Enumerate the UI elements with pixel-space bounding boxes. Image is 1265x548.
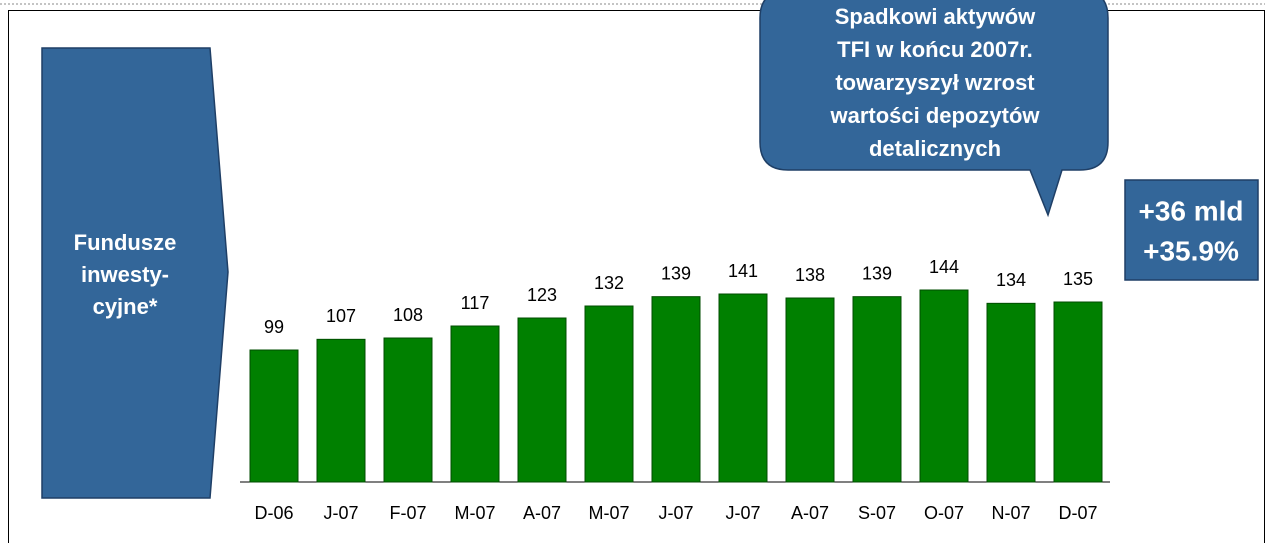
bar	[1053, 301, 1103, 483]
value-label: 135	[1063, 269, 1093, 289]
x-tick-label: N-07	[991, 503, 1030, 523]
callout-bubble	[759, 0, 1109, 218]
side-label: cyjne*	[93, 294, 158, 319]
value-label: 99	[264, 317, 284, 337]
value-label: 123	[527, 285, 557, 305]
summary-box	[1124, 179, 1259, 281]
x-tick-label: A-07	[791, 503, 829, 523]
callout-text: wartości depozytów	[829, 103, 1040, 128]
bar	[852, 296, 902, 483]
callout-text: TFI w końcu 2007r.	[837, 37, 1033, 62]
bar	[383, 337, 433, 483]
bar	[584, 305, 634, 483]
x-tick-label: F-07	[389, 503, 426, 523]
x-tick-label: M-07	[588, 503, 629, 523]
bar	[651, 296, 701, 483]
bar	[249, 349, 299, 483]
value-label: 141	[728, 261, 758, 281]
value-label: 139	[661, 263, 691, 283]
x-tick-label: S-07	[858, 503, 896, 523]
bar	[316, 338, 366, 483]
value-label: 117	[461, 293, 490, 313]
bar	[785, 297, 835, 483]
value-label: 108	[393, 305, 423, 325]
x-tick-label: J-07	[323, 503, 358, 523]
x-tick-label: J-07	[658, 503, 693, 523]
x-tick-label: D-07	[1058, 503, 1097, 523]
callout-text: detalicznych	[869, 136, 1001, 161]
bar	[450, 325, 500, 483]
value-label: 107	[326, 306, 356, 326]
summary-text: +36 mld	[1138, 195, 1243, 226]
callout-text: Spadkowi aktywów	[835, 4, 1036, 29]
side-arrow	[41, 47, 229, 499]
bar	[919, 289, 969, 483]
summary-text: +35.9%	[1143, 235, 1239, 266]
bar	[517, 317, 567, 483]
value-label: 139	[862, 263, 892, 283]
side-label: Fundusze	[74, 230, 177, 255]
x-tick-label: M-07	[454, 503, 495, 523]
value-label: 138	[795, 265, 825, 285]
x-tick-label: J-07	[725, 503, 760, 523]
value-label: 144	[929, 257, 959, 277]
x-tick-label: A-07	[523, 503, 561, 523]
value-label: 134	[996, 270, 1026, 290]
value-label: 132	[594, 273, 624, 293]
x-tick-label: O-07	[924, 503, 964, 523]
side-label: inwesty-	[81, 262, 169, 287]
bar	[986, 302, 1036, 483]
callout-text: towarzyszył wzrost	[835, 70, 1035, 95]
bar	[718, 293, 768, 483]
x-tick-label: D-06	[254, 503, 293, 523]
